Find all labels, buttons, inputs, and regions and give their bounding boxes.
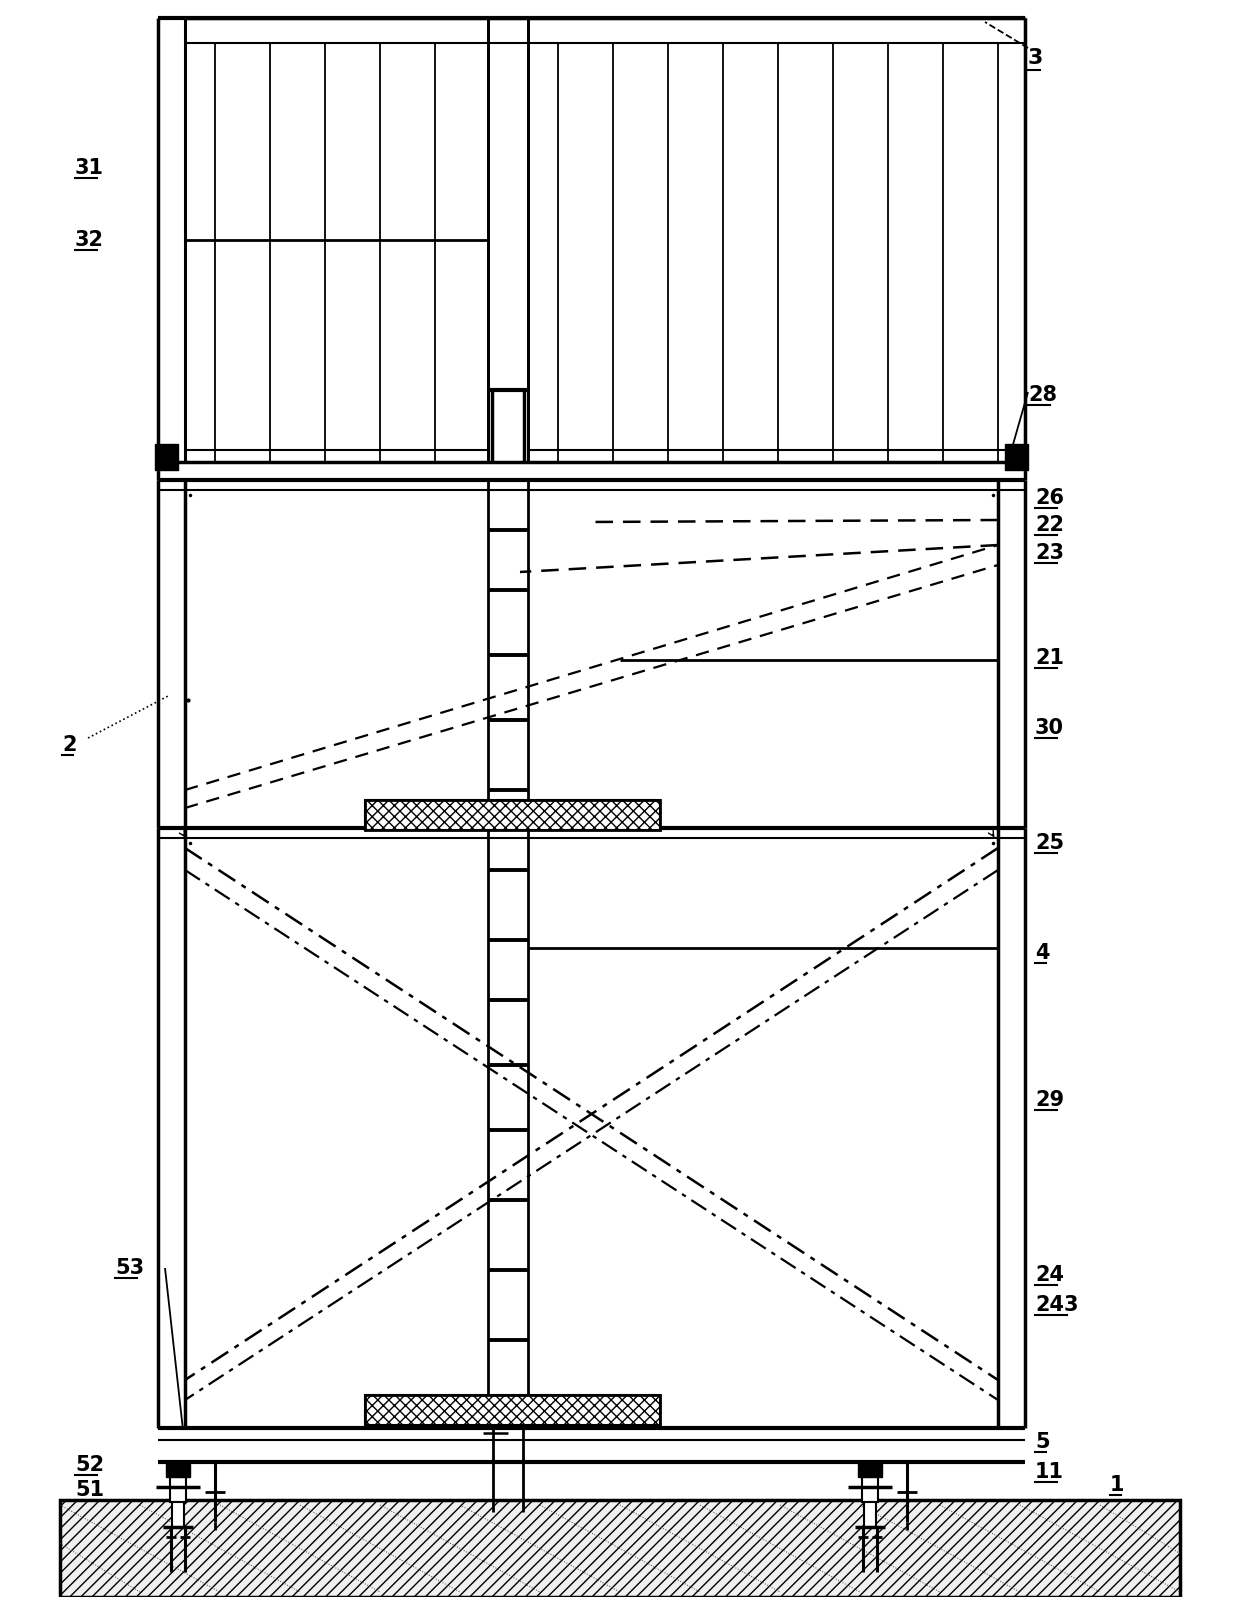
Text: 29: 29 <box>1035 1091 1064 1110</box>
Text: 4: 4 <box>1035 942 1049 963</box>
Bar <box>166 1461 190 1477</box>
Text: 23: 23 <box>1035 543 1064 564</box>
Text: 3: 3 <box>1028 48 1043 69</box>
Text: 26: 26 <box>1035 489 1064 508</box>
Text: 53: 53 <box>115 1258 144 1278</box>
Text: 25: 25 <box>1035 834 1064 853</box>
Text: 32: 32 <box>74 230 104 251</box>
Bar <box>365 1396 660 1425</box>
Text: 5: 5 <box>1035 1433 1049 1452</box>
Text: 24: 24 <box>1035 1265 1064 1286</box>
Text: 28: 28 <box>1028 385 1056 406</box>
Bar <box>60 1500 1180 1597</box>
Text: 31: 31 <box>74 158 104 177</box>
Text: 21: 21 <box>1035 648 1064 668</box>
Bar <box>172 1503 184 1527</box>
Text: 52: 52 <box>74 1455 104 1476</box>
Bar <box>858 1461 882 1477</box>
Bar <box>864 1503 875 1527</box>
Bar <box>60 1500 1180 1597</box>
Text: 30: 30 <box>1035 719 1064 738</box>
Bar <box>365 800 660 830</box>
Text: 2: 2 <box>62 735 77 755</box>
Text: 1: 1 <box>1110 1476 1125 1495</box>
Bar <box>365 1396 660 1425</box>
Bar <box>170 1477 186 1503</box>
Text: 11: 11 <box>1035 1461 1064 1482</box>
Text: 51: 51 <box>74 1480 104 1500</box>
Bar <box>155 444 179 470</box>
Bar <box>1004 444 1028 470</box>
Text: 22: 22 <box>1035 514 1064 535</box>
Text: 243: 243 <box>1035 1295 1079 1314</box>
Bar <box>862 1477 878 1503</box>
Bar <box>365 800 660 830</box>
